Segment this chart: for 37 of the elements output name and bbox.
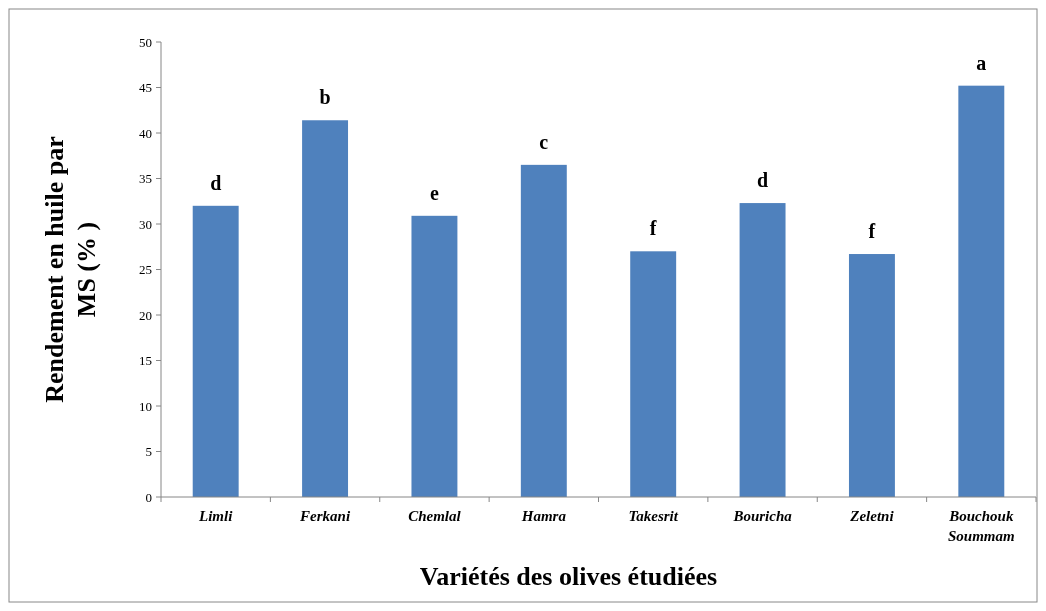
annotation: f bbox=[868, 220, 876, 243]
y-tick-label: 5 bbox=[145, 444, 152, 460]
y-tick-label: 15 bbox=[139, 353, 152, 369]
y-tick-label: 30 bbox=[139, 216, 152, 232]
x-tick-label: Chemlal bbox=[408, 508, 462, 524]
annotation: d bbox=[757, 169, 769, 192]
annotation: f bbox=[649, 217, 657, 240]
bar bbox=[739, 203, 786, 497]
y-tick-label: 50 bbox=[139, 34, 152, 50]
y-tick-label: 25 bbox=[139, 262, 152, 278]
y-tick-label: 10 bbox=[139, 398, 152, 414]
x-tick-label: Bouricha bbox=[732, 508, 793, 524]
y-tick-label: 20 bbox=[139, 307, 152, 323]
x-tick-label: Takesrit bbox=[628, 508, 679, 524]
bar bbox=[630, 251, 677, 497]
bar bbox=[848, 254, 895, 497]
y-tick-label: 45 bbox=[139, 80, 152, 96]
y-tick-label: 35 bbox=[139, 171, 152, 187]
bar bbox=[520, 164, 567, 497]
x-tick-label: Hamra bbox=[520, 508, 567, 524]
x-tick-label: Zeletni bbox=[849, 508, 895, 524]
x-tick-label: Bouchouk Soummam bbox=[947, 508, 1015, 544]
y-tick-label: 0 bbox=[145, 489, 152, 505]
annotation: c bbox=[539, 130, 549, 153]
x-tick-label: Ferkani bbox=[299, 508, 351, 524]
y-axis-title: Rendement en huile par MS (% ) bbox=[40, 136, 101, 403]
bar bbox=[192, 205, 239, 497]
x-axis-title: Variétés des olives étudiées bbox=[419, 562, 718, 591]
annotation: a bbox=[976, 51, 987, 74]
bar bbox=[958, 85, 1005, 497]
bar bbox=[411, 215, 458, 497]
annotation: e bbox=[429, 181, 439, 204]
annotation: b bbox=[319, 86, 331, 109]
y-tick-label: 40 bbox=[139, 125, 152, 141]
bar bbox=[302, 120, 349, 497]
x-tick-label: Limli bbox=[198, 508, 234, 524]
annotation: d bbox=[210, 171, 222, 194]
